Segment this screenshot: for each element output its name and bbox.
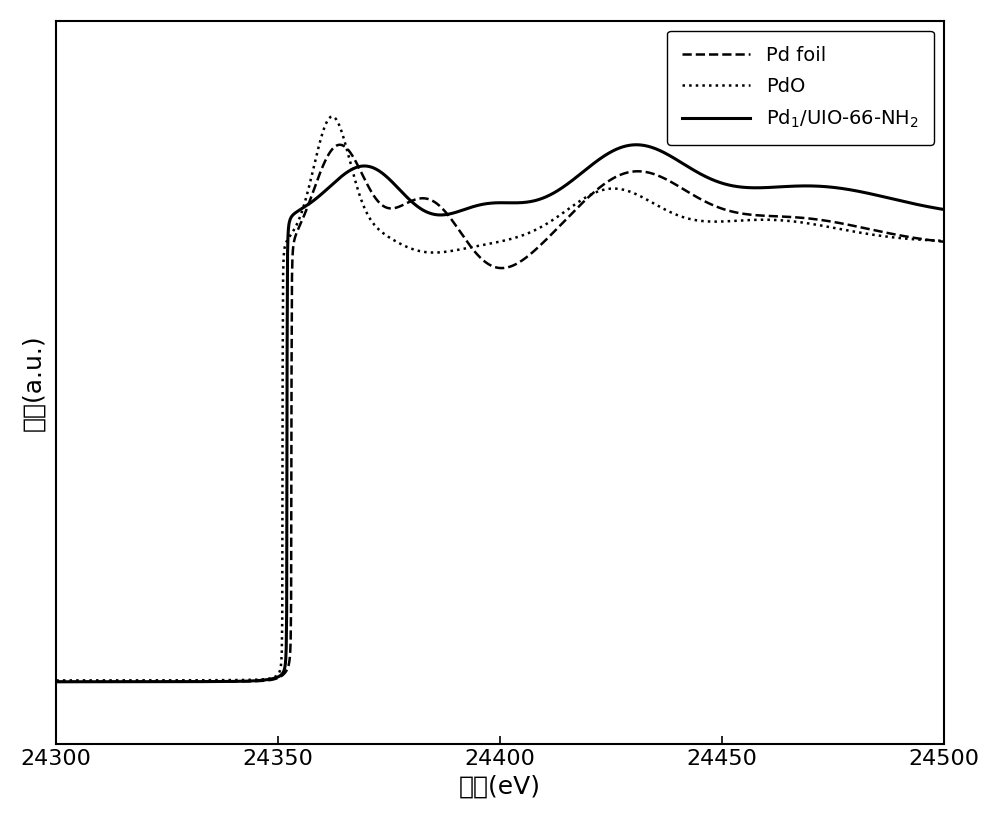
PdO xyxy=(912,235,924,245)
Line: Pd$_1$/UIO-66-NH$_2$: Pd$_1$/UIO-66-NH$_2$ xyxy=(56,145,944,681)
Pd$_1$/UIO-66-NH$_2$ xyxy=(938,205,950,215)
PdO xyxy=(749,215,761,224)
Pd foil xyxy=(912,233,924,243)
PdO xyxy=(50,676,62,686)
Pd foil xyxy=(50,676,62,686)
Pd foil xyxy=(459,233,471,243)
Pd foil xyxy=(749,210,761,220)
PdO xyxy=(96,676,108,686)
X-axis label: 能量(eV): 能量(eV) xyxy=(459,774,541,799)
Pd$_1$/UIO-66-NH$_2$ xyxy=(912,200,924,210)
Legend: Pd foil, PdO, Pd$_1$/UIO-66-NH$_2$: Pd foil, PdO, Pd$_1$/UIO-66-NH$_2$ xyxy=(667,30,934,145)
PdO xyxy=(459,244,471,254)
Pd$_1$/UIO-66-NH$_2$ xyxy=(630,140,642,150)
Line: PdO: PdO xyxy=(56,116,944,681)
Line: Pd foil: Pd foil xyxy=(56,145,944,681)
Pd foil xyxy=(482,259,494,269)
Pd foil xyxy=(938,237,950,247)
Pd$_1$/UIO-66-NH$_2$ xyxy=(912,200,924,210)
Pd$_1$/UIO-66-NH$_2$ xyxy=(96,676,108,686)
Pd foil xyxy=(912,233,924,243)
PdO xyxy=(912,234,924,244)
PdO xyxy=(938,236,950,246)
Pd foil xyxy=(96,676,108,686)
Pd$_1$/UIO-66-NH$_2$ xyxy=(458,205,470,215)
Pd$_1$/UIO-66-NH$_2$ xyxy=(50,676,62,686)
PdO xyxy=(482,239,494,249)
Pd foil xyxy=(334,140,346,150)
PdO xyxy=(326,111,338,121)
Pd$_1$/UIO-66-NH$_2$ xyxy=(749,183,761,192)
Pd$_1$/UIO-66-NH$_2$ xyxy=(482,198,494,208)
Y-axis label: 强度(a.u.): 强度(a.u.) xyxy=(21,334,45,431)
